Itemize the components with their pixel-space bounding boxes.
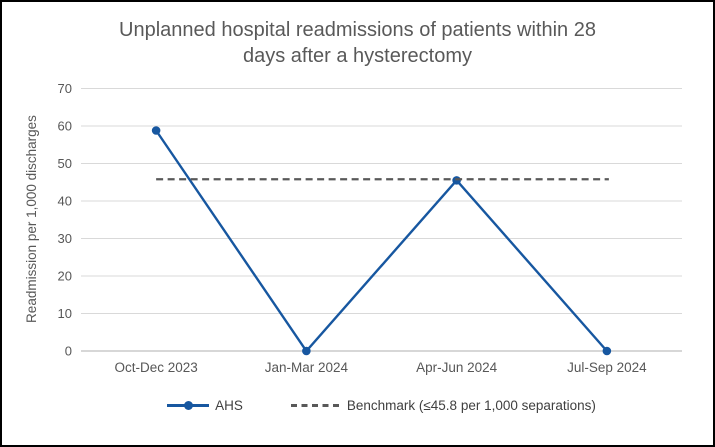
y-tick-label: 30 [58,231,72,246]
legend: AHS Benchmark (≤45.8 per 1,000 separatio… [81,398,682,413]
y-tick-label: 40 [58,194,72,209]
ahs-series-line [155,129,608,353]
y-axis-title: Readmission per 1,000 discharges [24,115,39,323]
y-tick-label: 20 [58,269,72,284]
chart-title-line1: Unplanned hospital readmissions of patie… [119,19,596,41]
x-category-label: Jul-Sep 2024 [567,360,647,375]
legend-label-ahs: AHS [215,398,243,413]
ahs-line-marker-sample [167,401,210,410]
ahs-marker-dot-icon [183,401,193,410]
chart-title: Unplanned hospital readmissions of patie… [2,17,713,69]
data-point-marker [602,346,612,356]
x-category-label: Oct-Dec 2023 [114,360,197,375]
legend-item-benchmark: Benchmark (≤45.8 per 1,000 separations) [290,398,596,413]
y-tick-label: 10 [58,306,72,321]
benchmark-dash-sample [290,404,341,407]
y-tick-label: 70 [58,81,72,96]
y-tick-label: 50 [58,156,72,171]
y-tick-label: 60 [58,119,72,134]
legend-item-ahs: AHS [167,398,243,413]
x-category-label: Apr-Jun 2024 [416,360,498,375]
data-point-marker [151,126,161,135]
chart-title-line2: days after a hysterectomy [243,45,472,67]
data-point-marker [452,176,461,185]
legend-label-benchmark: Benchmark (≤45.8 per 1,000 separations) [346,398,596,413]
y-tick-label: 0 [65,344,72,359]
data-point-marker [302,346,311,356]
x-category-label: Jan-Mar 2024 [265,360,349,375]
